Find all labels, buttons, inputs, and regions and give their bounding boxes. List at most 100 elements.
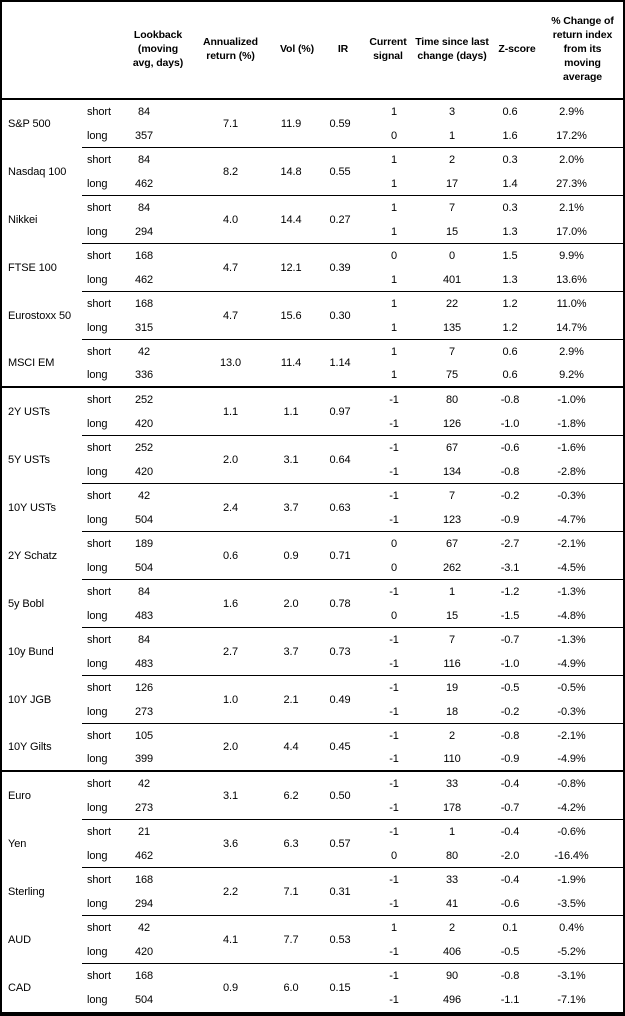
horizon-label: short xyxy=(87,250,111,262)
horizon-label: short xyxy=(87,442,111,454)
asset-name: 10Y JGB xyxy=(8,694,52,706)
annualized-return-value: 2.2 xyxy=(189,868,272,916)
current-signal-value: -1 xyxy=(364,748,412,772)
current-signal-value: 0 xyxy=(390,250,398,262)
asset-row-short: Euro short 42 3.1 6.2 0.50 -1 33 -0.4 -0.8% xyxy=(2,772,623,820)
vol-value: 15.6 xyxy=(272,292,322,340)
table-body: S&P 500 short 84 7.1 11.9 0.59 1 3 0.6 2.9% long 35… xyxy=(2,100,623,1012)
asset-row-short: Nasdaq 100 short 84 8.2 14.8 0.55 1 2 0.3 2.0% xyxy=(2,148,623,196)
horizon-label: long xyxy=(82,940,127,964)
ir-value: 0.71 xyxy=(322,532,364,580)
asset-name: Eurostoxx 50 xyxy=(8,310,72,322)
lookback-value: 504 xyxy=(127,508,189,532)
time-since-value: 67 xyxy=(445,442,459,454)
time-since-value: 178 xyxy=(412,796,492,820)
current-signal-value: -1 xyxy=(389,970,399,982)
lookback-value: 42 xyxy=(137,346,151,358)
current-signal-value: -1 xyxy=(364,796,412,820)
zscore-value: -0.9 xyxy=(492,508,542,532)
column-header-time_since: Time since last change (days) xyxy=(412,2,492,100)
column-header-vol: Vol (%) xyxy=(272,2,322,100)
current-signal-value: -1 xyxy=(364,892,412,916)
current-signal-value: -1 xyxy=(389,730,399,742)
time-since-value: 406 xyxy=(412,940,492,964)
time-since-value: 134 xyxy=(412,460,492,484)
annualized-return-value: 0.6 xyxy=(189,532,272,580)
horizon-label: short xyxy=(87,922,111,934)
asset-row-long: long 294 1 15 1.3 17.0% xyxy=(2,220,623,244)
ir-value: 0.97 xyxy=(322,388,364,436)
zscore-value: -0.2 xyxy=(492,700,542,724)
lookback-value: 42 xyxy=(137,490,151,502)
current-signal-value: -1 xyxy=(389,490,399,502)
pct-change-value: 17.0% xyxy=(542,220,623,244)
column-header-annualized_return: Annualized return (%) xyxy=(189,2,272,100)
lookback-value: 294 xyxy=(127,220,189,244)
ir-value: 0.31 xyxy=(322,868,364,916)
ir-value: 0.45 xyxy=(322,724,364,772)
time-since-value: 33 xyxy=(445,874,459,886)
asset-row-short: 10y Bund short 84 2.7 3.7 0.73 -1 7 -0.7 -1.3% xyxy=(2,628,623,676)
time-since-value: 2 xyxy=(448,154,456,166)
pct-change-value: -5.2% xyxy=(542,940,623,964)
lookback-value: 252 xyxy=(134,394,154,406)
asset-row-short: Nikkei short 84 4.0 14.4 0.27 1 7 0.3 2.1% xyxy=(2,196,623,244)
pct-change-value: -0.6% xyxy=(557,826,586,838)
current-signal-value: -1 xyxy=(364,940,412,964)
pct-change-value: -1.3% xyxy=(557,634,586,646)
current-signal-value: 0 xyxy=(364,556,412,580)
column-header-pct_change: % Change of return index from its moving… xyxy=(542,2,623,100)
asset-row-long: long 420 -1 406 -0.5 -5.2% xyxy=(2,940,623,964)
asset-row-long: long 315 1 135 1.2 14.7% xyxy=(2,316,623,340)
pct-change-value: -4.2% xyxy=(542,796,623,820)
asset-name: MSCI EM xyxy=(2,340,82,388)
pct-change-value: -4.7% xyxy=(542,508,623,532)
time-since-value: 116 xyxy=(412,652,492,676)
lookback-value: 420 xyxy=(127,460,189,484)
ir-value: 0.49 xyxy=(322,676,364,724)
annualized-return-value: 2.0 xyxy=(189,724,272,772)
pct-change-value: -3.5% xyxy=(542,892,623,916)
asset-row-long: long 462 1 17 1.4 27.3% xyxy=(2,172,623,196)
annualized-return-value: 2.4 xyxy=(189,484,272,532)
zscore-value: 1.3 xyxy=(492,220,542,244)
asset-row-long: long 504 -1 496 -1.1 -7.1% xyxy=(2,988,623,1012)
horizon-label: short xyxy=(87,586,111,598)
asset-name: 10Y USTs xyxy=(8,502,56,514)
lookback-value: 84 xyxy=(137,634,151,646)
zscore-value: 0.6 xyxy=(502,346,518,358)
zscore-value: -0.6 xyxy=(500,442,520,454)
asset-row-short: 5Y USTs short 252 2.0 3.1 0.64 -1 67 -0.6 -1.6% xyxy=(2,436,623,484)
vol-value: 2.1 xyxy=(272,676,322,724)
current-signal-value: 1 xyxy=(390,922,398,934)
asset-row-short: 2Y USTs short 252 1.1 1.1 0.97 -1 80 -0.8 -1.0% xyxy=(2,388,623,436)
lookback-value: 168 xyxy=(134,970,154,982)
zscore-value: 0.6 xyxy=(492,364,542,388)
vol-value: 3.7 xyxy=(272,484,322,532)
horizon-label: long xyxy=(82,316,127,340)
horizon-label: long xyxy=(82,748,127,772)
asset-name: 2Y Schatz xyxy=(8,550,58,562)
lookback-value: 189 xyxy=(134,538,154,550)
horizon-label: short xyxy=(87,970,111,982)
pct-change-value: -2.1% xyxy=(557,730,586,742)
time-since-value: 401 xyxy=(412,268,492,292)
current-signal-value: -1 xyxy=(389,682,399,694)
vol-value: 12.1 xyxy=(272,244,322,292)
column-header-lookback: Lookback (moving avg, days) xyxy=(127,2,189,100)
time-since-value: 41 xyxy=(412,892,492,916)
pct-change-value: -0.3% xyxy=(557,490,586,502)
time-since-value: 7 xyxy=(448,490,456,502)
time-since-value: 7 xyxy=(448,346,456,358)
horizon-label: long xyxy=(82,172,127,196)
time-since-value: 90 xyxy=(445,970,459,982)
zscore-value: -0.2 xyxy=(500,490,520,502)
pct-change-value: -7.1% xyxy=(557,994,586,1006)
current-signal-value: 1 xyxy=(364,172,412,196)
asset-name: 10Y Gilts xyxy=(2,724,82,772)
zscore-value: 1.3 xyxy=(492,268,542,292)
horizon-label: short xyxy=(87,346,111,358)
asset-row-long: long 420 -1 134 -0.8 -2.8% xyxy=(2,460,623,484)
pct-change-value: 17.2% xyxy=(542,124,623,148)
lookback-value: 315 xyxy=(127,316,189,340)
